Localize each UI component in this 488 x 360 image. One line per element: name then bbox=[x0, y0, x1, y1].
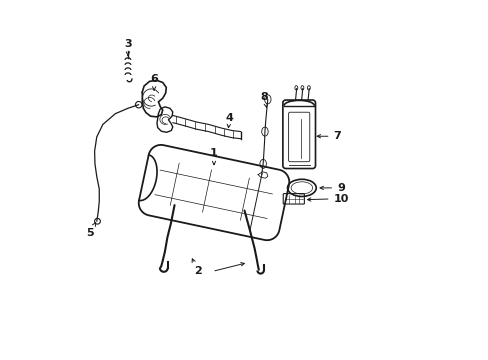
Text: 8: 8 bbox=[260, 92, 267, 108]
Text: 7: 7 bbox=[317, 131, 341, 141]
Text: 4: 4 bbox=[225, 113, 233, 128]
Text: 3: 3 bbox=[124, 40, 131, 55]
Text: 5: 5 bbox=[85, 222, 96, 238]
Text: 10: 10 bbox=[307, 194, 348, 204]
Text: 1: 1 bbox=[210, 148, 218, 165]
Text: 9: 9 bbox=[320, 183, 344, 193]
Text: 2: 2 bbox=[192, 259, 202, 276]
Text: 6: 6 bbox=[150, 74, 158, 90]
